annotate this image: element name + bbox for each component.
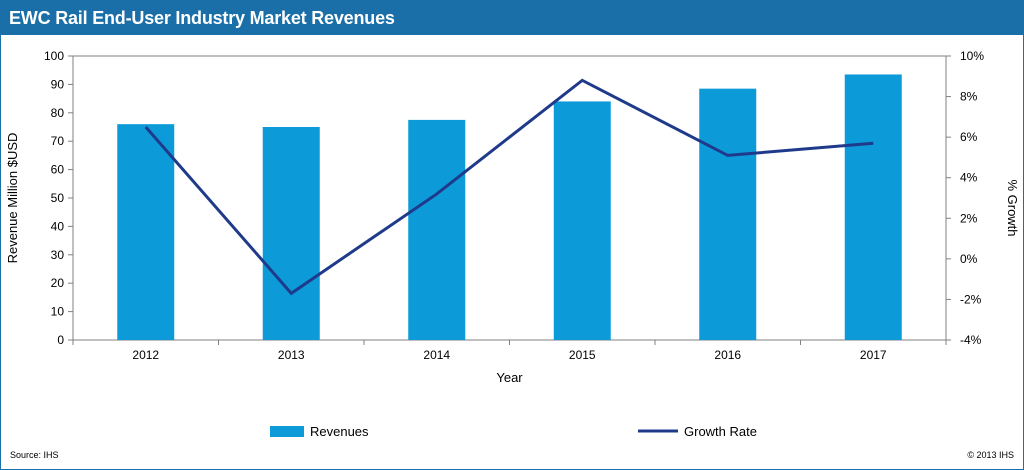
x-tick-label: 2014 [423, 348, 450, 362]
y-tick-label: 10 [51, 305, 65, 319]
growth-rate-line [144, 78, 874, 296]
x-tick-label: 2015 [569, 348, 596, 362]
y2-tick-label: 10% [960, 49, 984, 63]
y-tick-label: 100 [44, 49, 64, 63]
legend-revenues-label: Revenues [310, 424, 369, 439]
y2-tick-label: -4% [960, 333, 982, 347]
y2-tick-label: 4% [960, 171, 978, 185]
y-tick-label: 70 [51, 134, 65, 148]
x-tick-label: 2013 [278, 348, 305, 362]
y-tick-label: 40 [51, 219, 65, 233]
y2-tick-label: 6% [960, 130, 978, 144]
y-tick-label: 90 [51, 77, 65, 91]
title-bar: EWC Rail End-User Industry Market Revenu… [1, 1, 1023, 35]
y2-tick-label: 8% [960, 90, 978, 104]
y2-tick-label: 2% [960, 211, 978, 225]
y2-tick-label: -2% [960, 292, 982, 306]
source-note: Source: IHS [10, 450, 59, 460]
y-axis-label: Revenue Million $USD [5, 133, 20, 264]
copyright-note: © 2013 IHS [967, 450, 1014, 460]
x-tick-label: 2016 [714, 348, 741, 362]
x-axis-label: Year [496, 370, 523, 385]
legend-growth-label: Growth Rate [684, 424, 757, 439]
chart-title: EWC Rail End-User Industry Market Revenu… [9, 8, 395, 28]
y-tick-label: 0 [57, 333, 64, 347]
y2-axis-label: % Growth [1005, 179, 1020, 236]
y-tick-label: 50 [51, 191, 65, 205]
y-tick-label: 30 [51, 248, 65, 262]
x-tick-label: 2017 [860, 348, 887, 362]
revenue-bar [699, 88, 757, 340]
legend-revenues-swatch [270, 426, 304, 437]
revenue-bar [408, 119, 466, 341]
y-tick-label: 60 [51, 163, 65, 177]
x-tick-label: 2012 [132, 348, 159, 362]
y-tick-label: 20 [51, 276, 65, 290]
revenue-bar [262, 127, 320, 340]
revenue-bar [844, 74, 902, 341]
y2-tick-label: 0% [960, 252, 978, 266]
plot-area [72, 55, 947, 341]
revenue-bar [553, 101, 611, 340]
y-tick-label: 80 [51, 106, 65, 120]
revenue-bar [117, 124, 175, 340]
